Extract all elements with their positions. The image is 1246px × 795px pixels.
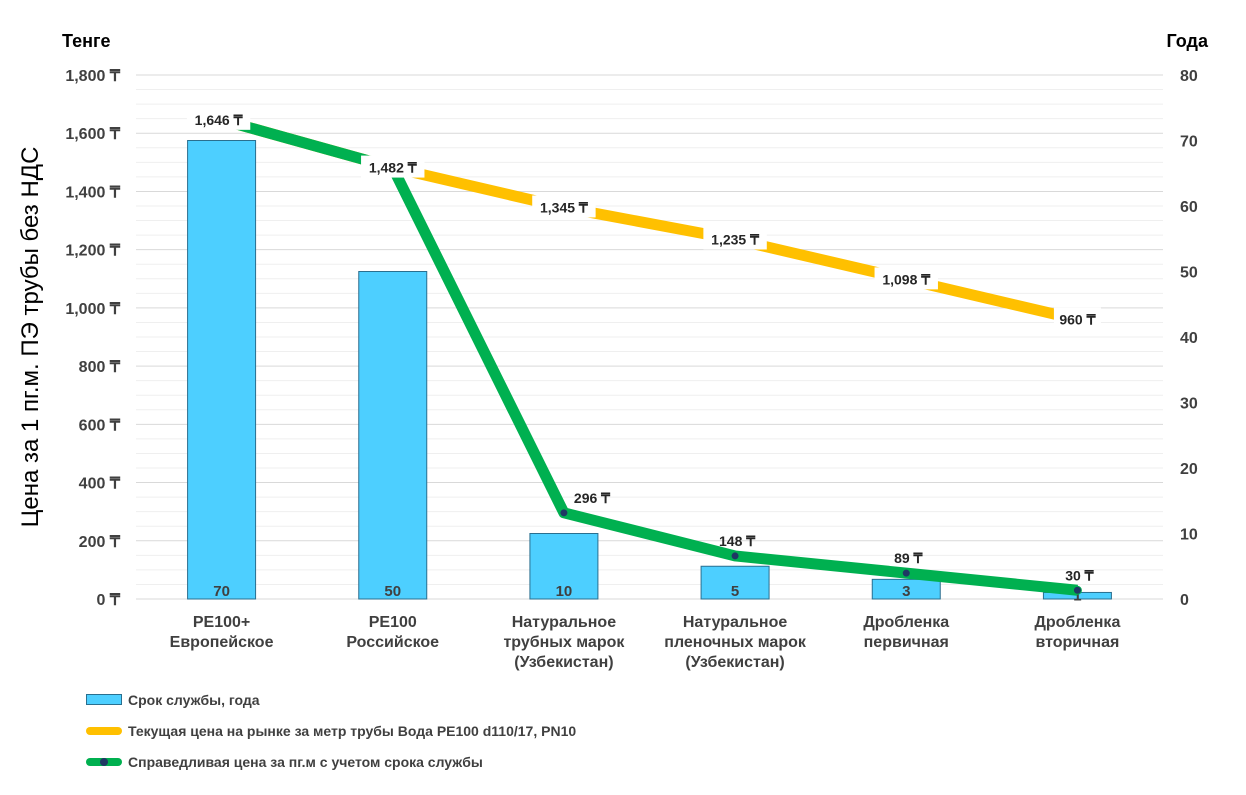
gridlines — [136, 74, 1163, 600]
category-label: Европейское — [170, 634, 274, 651]
right-tick-label: 40 — [1180, 330, 1198, 347]
category-label: Дробленка — [863, 614, 949, 631]
fair-price-line — [220, 114, 1078, 596]
left-tick-label: 1,800 ₸ — [65, 68, 120, 85]
left-tick-label: 200 ₸ — [79, 534, 121, 551]
left-tick-label: 600 ₸ — [79, 417, 121, 434]
category-label: Российское — [346, 634, 439, 651]
legend-swatch-market-price — [86, 726, 122, 735]
fair-price-marker — [730, 551, 740, 561]
left-tick-label: 1,000 ₸ — [65, 301, 120, 318]
label-box — [186, 107, 251, 130]
bar-value-label: 3 — [902, 583, 910, 600]
category-label: первичная — [864, 634, 949, 651]
category-label: Дробленка — [1034, 614, 1120, 631]
left-tick-label: 1,200 ₸ — [65, 243, 120, 260]
right-tick-label: 80 — [1180, 68, 1198, 85]
market-price-line — [220, 114, 1079, 325]
market-price-label: 1,235 ₸ — [711, 231, 760, 247]
legend-label-market-price: Текущая цена на рынке за метр трубы Вода… — [128, 722, 577, 739]
legend-swatch-fair-price — [86, 757, 122, 766]
legend-label-bar: Срок службы, года — [128, 691, 260, 708]
axes: 0 ₸ 200 ₸ 400 ₸ 600 ₸ 800 ₸ 1,000 ₸ 1,200 ₸ 1,4… — [65, 68, 1198, 671]
category-label: (Узбекистан) — [514, 654, 613, 671]
market-price-label: 960 ₸ — [1059, 312, 1096, 328]
legend-item-bar: Срок службы, года — [86, 684, 576, 715]
legend: Срок службы, года Текущая цена на рынке … — [86, 684, 576, 777]
bar-value-label: 50 — [384, 583, 401, 600]
left-tick-label: 0 ₸ — [96, 592, 120, 609]
category-label: Натуральное — [683, 614, 787, 631]
left-tick-label: 1,400 ₸ — [65, 184, 120, 201]
left-tick-label: 800 ₸ — [79, 359, 121, 376]
bar — [871, 578, 941, 600]
legend-item-fair-price: Справедливая цена за пг.м с учетом срока… — [86, 746, 576, 777]
legend-item-market-price: Текущая цена на рынке за метр трубы Вода… — [86, 715, 576, 746]
category-label: (Узбекистан) — [685, 654, 784, 671]
right-tick-label: 20 — [1180, 461, 1198, 478]
label-box — [1053, 307, 1101, 330]
y-axis-label: Цена за 1 пг.м. ПЭ трубы без НДС — [17, 147, 44, 528]
bar — [187, 140, 257, 600]
bar — [529, 533, 599, 600]
bars: 70 50 10 5 3 1 — [187, 140, 1112, 605]
label-box — [703, 227, 767, 250]
bar-value-label: 10 — [556, 583, 573, 600]
right-tick-label: 10 — [1180, 527, 1198, 544]
bar-value-label: 5 — [731, 583, 739, 600]
fair-price-marker — [1072, 585, 1082, 595]
category-label: трубных марок — [503, 634, 625, 651]
fair-price-label: 296 ₸ — [574, 490, 611, 506]
bar-value-label: 1 — [1073, 588, 1081, 605]
data-labels: 1,646 ₸ 1,482 ₸ 1,345 ₸ 1,235 ₸ 1,098 ₸ 960 ₸… — [186, 107, 1101, 583]
bar — [358, 271, 428, 600]
market-price-label: 1,646 ₸ — [195, 112, 244, 128]
fair-price-marker — [559, 508, 569, 518]
fair-price-label: 148 ₸ — [719, 533, 756, 549]
chart: 70 50 10 5 3 1 1,646 ₸1,482 ₸1,345 ₸1,235 ₸1,… — [17, 31, 1209, 671]
right-tick-label: 0 — [1180, 592, 1189, 609]
label-box — [532, 195, 596, 218]
right-tick-label: 50 — [1180, 265, 1198, 282]
category-label: PE100 — [369, 614, 417, 631]
market-price-label: 1,345 ₸ — [540, 199, 589, 215]
bar-value-label: 70 — [213, 583, 230, 600]
fair-price-label: 30 ₸ — [1065, 567, 1094, 583]
category-label: пленочных марок — [664, 634, 807, 651]
category-label: PE100+ — [193, 614, 250, 631]
legend-swatch-bar — [86, 694, 122, 705]
label-box — [361, 155, 425, 178]
market-price-label: 1,098 ₸ — [882, 271, 931, 287]
right-tick-label: 30 — [1180, 396, 1198, 413]
market-price-label: 1,482 ₸ — [369, 160, 418, 176]
left-axis-unit: Тенге — [62, 31, 111, 51]
category-label: вторичная — [1036, 634, 1120, 651]
fair-price-marker — [901, 568, 911, 578]
right-tick-label: 60 — [1180, 199, 1198, 216]
left-tick-label: 400 ₸ — [79, 476, 121, 493]
label-box — [874, 267, 938, 290]
right-tick-label: 70 — [1180, 134, 1198, 151]
left-tick-label: 1,600 ₸ — [65, 126, 120, 143]
fair-price-label: 89 ₸ — [894, 550, 923, 566]
bar — [700, 565, 770, 600]
right-axis-unit: Года — [1166, 31, 1208, 51]
legend-label-fair-price: Справедливая цена за пг.м с учетом срока… — [128, 753, 483, 770]
category-label: Натуральное — [512, 614, 616, 631]
